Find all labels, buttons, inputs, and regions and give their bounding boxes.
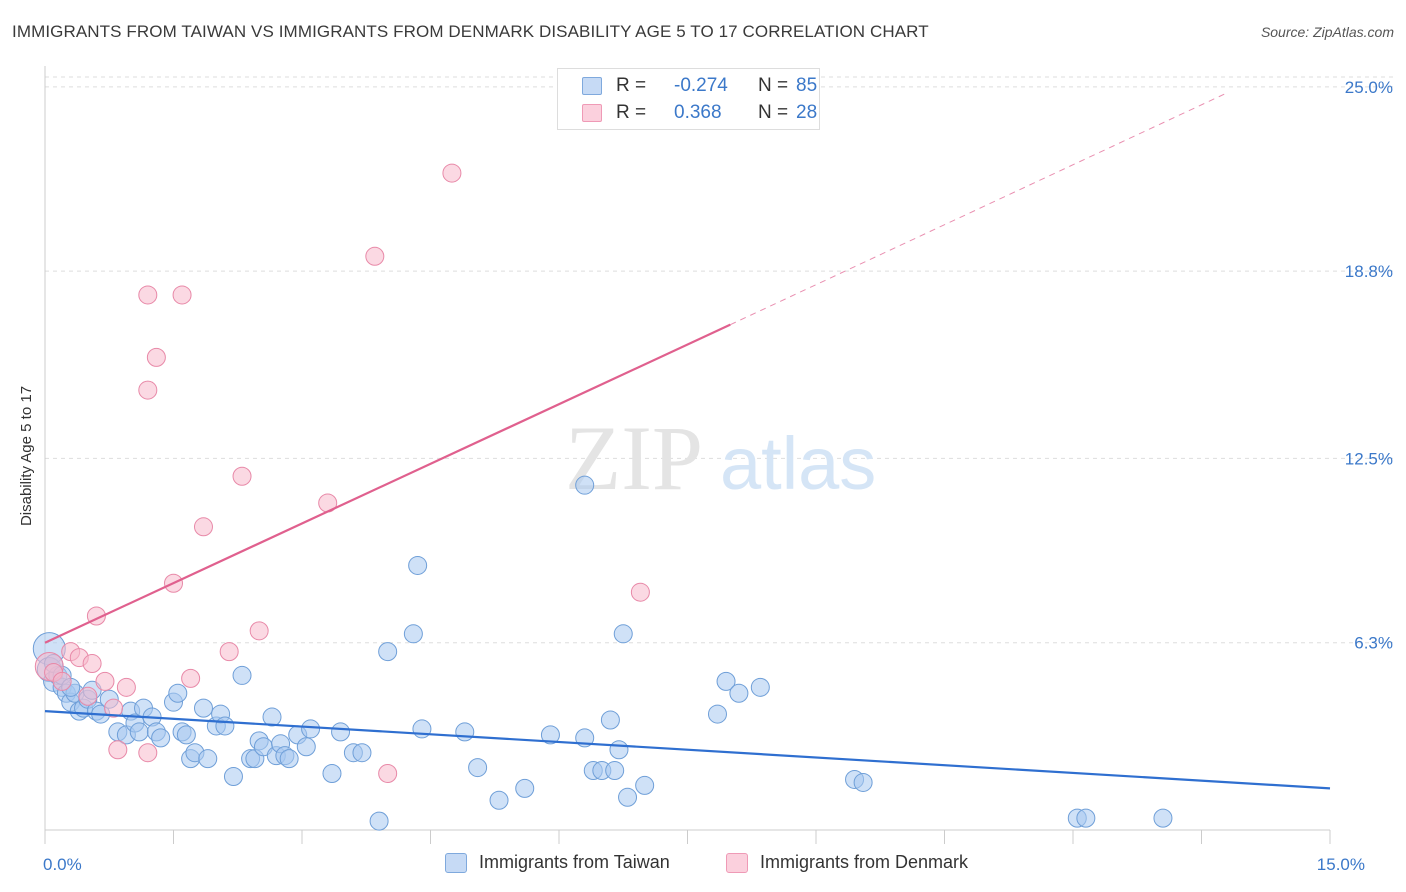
denmark-point <box>146 347 166 367</box>
legend-swatch-denmark <box>726 853 748 873</box>
taiwan-point <box>540 725 560 745</box>
y-tick-label: 12.5% <box>1345 449 1393 468</box>
legend-r-label: R = <box>616 102 647 123</box>
taiwan-point <box>853 772 873 792</box>
taiwan-trendline <box>44 710 1331 790</box>
taiwan-point <box>605 761 625 781</box>
denmark-point <box>95 671 115 691</box>
taiwan-point <box>176 725 196 745</box>
taiwan-point <box>750 677 770 697</box>
taiwan-point <box>232 665 252 685</box>
taiwan-point <box>618 787 638 807</box>
taiwan-point <box>489 790 509 810</box>
legend-swatch-denmark <box>582 104 602 122</box>
denmark-point <box>442 163 462 183</box>
taiwan-point <box>609 740 629 760</box>
taiwan-point <box>515 778 535 798</box>
taiwan-point <box>455 722 475 742</box>
taiwan-point <box>468 758 488 778</box>
axis-layer: 6.3% 12.5% 18.8% 25.0% 0.0% 15.0% <box>43 66 1393 874</box>
taiwan-point <box>352 743 372 763</box>
taiwan-point <box>215 716 235 736</box>
source-label: Source: ZipAtlas.com <box>1260 24 1394 40</box>
denmark-point <box>181 668 201 688</box>
legend-label-denmark: Immigrants from Denmark <box>760 852 969 872</box>
x-tick-label: 0.0% <box>43 855 82 874</box>
legend-stats: R = -0.274 N = 85 R = 0.368 N = 28 <box>557 68 820 130</box>
denmark-point <box>52 671 72 691</box>
taiwan-point <box>193 698 213 718</box>
denmark-point <box>232 466 252 486</box>
denmark-point <box>219 642 239 662</box>
denmark-point <box>104 698 124 718</box>
legend-swatch-taiwan <box>582 77 602 95</box>
taiwan-point <box>600 710 620 730</box>
legend-n-label: N = <box>758 102 789 123</box>
taiwan-point <box>296 737 316 757</box>
denmark-point <box>82 654 102 674</box>
denmark-point <box>108 740 128 760</box>
taiwan-point <box>369 811 389 831</box>
taiwan-point <box>129 722 149 742</box>
legend-n-value-taiwan: 85 <box>796 75 818 96</box>
denmark-point <box>78 686 98 706</box>
denmark-point <box>193 517 213 537</box>
denmark-point <box>172 285 192 305</box>
denmark-point <box>249 621 269 641</box>
legend-r-label: R = <box>616 75 647 96</box>
taiwan-point <box>378 642 398 662</box>
legend-n-value-denmark: 28 <box>796 102 818 123</box>
y-tick-label: 25.0% <box>1345 78 1393 97</box>
legend-n-label: N = <box>758 75 789 96</box>
chart-title: IMMIGRANTS FROM TAIWAN VS IMMIGRANTS FRO… <box>12 22 929 41</box>
taiwan-point <box>716 671 736 691</box>
watermark-atlas: atlas <box>720 422 876 505</box>
legend-swatch-taiwan <box>445 853 467 873</box>
points-layer <box>32 163 1173 831</box>
y-tick-label: 6.3% <box>1354 634 1393 653</box>
denmark-point <box>138 380 158 400</box>
taiwan-point <box>635 775 655 795</box>
denmark-point <box>138 285 158 305</box>
taiwan-point <box>403 624 423 644</box>
taiwan-point <box>279 749 299 769</box>
trend-layer <box>44 92 1331 790</box>
denmark-trendline-extension <box>730 92 1228 326</box>
grid-layer <box>45 76 1395 644</box>
denmark-point <box>116 677 136 697</box>
taiwan-point <box>168 683 188 703</box>
taiwan-point <box>613 624 633 644</box>
taiwan-point <box>1076 808 1096 828</box>
taiwan-point <box>707 704 727 724</box>
denmark-trendline <box>44 323 731 644</box>
denmark-point <box>365 246 385 266</box>
watermark: ZIP atlas <box>565 407 876 509</box>
x-tick-label: 15.0% <box>1317 855 1365 874</box>
taiwan-point <box>322 764 342 784</box>
taiwan-point <box>198 749 218 769</box>
taiwan-point <box>575 475 595 495</box>
denmark-point <box>138 743 158 763</box>
taiwan-point <box>151 728 171 748</box>
y-tick-label: 18.8% <box>1345 262 1393 281</box>
taiwan-point <box>301 719 321 739</box>
taiwan-point <box>1153 808 1173 828</box>
denmark-point <box>630 582 650 602</box>
taiwan-point <box>223 766 243 786</box>
denmark-point <box>378 764 398 784</box>
taiwan-point <box>331 722 351 742</box>
taiwan-point <box>729 683 749 703</box>
taiwan-point <box>262 707 282 727</box>
legend-label-taiwan: Immigrants from Taiwan <box>479 852 670 872</box>
legend-r-value-denmark: 0.368 <box>674 102 722 123</box>
legend-r-value-taiwan: -0.274 <box>674 75 728 96</box>
taiwan-point <box>408 555 428 575</box>
